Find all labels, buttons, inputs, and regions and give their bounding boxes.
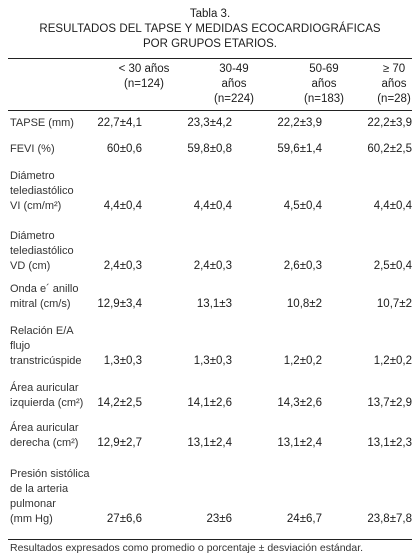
table-cell: 13,7±2,9 — [367, 397, 412, 409]
header-rule — [8, 110, 412, 111]
table-cell: 4,5±0,4 — [283, 200, 322, 212]
table-cell: 13,1±2,4 — [187, 437, 232, 449]
table-cell: 60±0,6 — [106, 143, 142, 155]
table-cell: 60,2±2,5 — [367, 143, 412, 155]
column-header-30-49: 30-49 años (n=224) — [214, 63, 254, 105]
table-cell: 1,2±0,2 — [283, 355, 322, 367]
table-cell: 13,1±2,4 — [277, 437, 322, 449]
table-cell: 4,4±0,4 — [103, 200, 142, 212]
table-cell: 27±6,6 — [106, 513, 142, 525]
column-header-under-30: < 30 años (n=124) — [118, 63, 170, 90]
table-cell: 12,9±3,4 — [97, 298, 142, 310]
table-cell: 2,4±0,3 — [193, 260, 232, 272]
bottom-rule — [8, 539, 412, 540]
row-label-left-atrial-area: Área auricular izquierda (cm²) — [10, 382, 84, 409]
top-rule — [8, 58, 412, 59]
table-cell: 23±6 — [206, 513, 233, 525]
table-cell: 24±6,7 — [286, 513, 322, 525]
table-cell: 14,2±2,5 — [97, 397, 142, 409]
column-header-70-plus: ≥ 70 años (n=28) — [377, 63, 411, 105]
table-cell: 10,8±2 — [286, 298, 322, 310]
row-label-ea-ratio: Relación E/A flujo transtricúspide — [10, 325, 82, 367]
table-cell: 23,3±4,2 — [187, 117, 232, 129]
table-cell: 1,2±0,2 — [373, 355, 412, 367]
row-label-fevi: FEVI (%) — [10, 143, 55, 155]
column-header-50-69: 50-69 años (n=183) — [304, 63, 344, 105]
table-cell: 2,6±0,3 — [283, 260, 322, 272]
table-cell: 12,9±2,7 — [97, 437, 142, 449]
table-cell: 14,1±2,6 — [187, 397, 232, 409]
table-cell: 22,7±4,1 — [97, 117, 142, 129]
table-cell: 14,3±2,6 — [277, 397, 322, 409]
table-cell: 59,8±0,8 — [187, 143, 232, 155]
table-title-line2: POR GRUPOS ETARIOS. — [143, 38, 277, 50]
table-cell: 4,4±0,4 — [373, 200, 412, 212]
row-label-right-atrial-area: Área auricular derecha (cm²) — [10, 422, 79, 449]
row-label-mitral-e-wave: Onda e´ anillo mitral (cm/s) — [10, 283, 79, 310]
row-label-diameter-vd: Diámetro telediastólico VD (cm) — [10, 230, 74, 272]
table-number: Tabla 3. — [189, 8, 231, 20]
table-cell: 13,1±3 — [196, 298, 232, 310]
table-cell: 2,5±0,4 — [373, 260, 412, 272]
table-cell: 1,3±0,3 — [193, 355, 232, 367]
table-cell: 4,4±0,4 — [193, 200, 232, 212]
table-cell: 13,1±2,3 — [367, 437, 412, 449]
row-label-pulmonary-pressure: Presión sistólica de la arteria pulmonar… — [10, 468, 90, 525]
table-cell: 23,8±7,8 — [367, 513, 412, 525]
table-cell: 2,4±0,3 — [103, 260, 142, 272]
row-label-diameter-vi: Diámetro telediastólico VI (cm/m²) — [10, 170, 74, 212]
table-title: RESULTADOS DEL TAPSE Y MEDIDAS ECOCARDIO… — [39, 23, 381, 35]
row-label-tapse: TAPSE (mm) — [10, 117, 74, 129]
table-cell: 1,3±0,3 — [103, 355, 142, 367]
table-cell: 59,6±1,4 — [277, 143, 322, 155]
table-cell: 22,2±3,9 — [277, 117, 322, 129]
table-cell: 22,2±3,9 — [367, 117, 412, 129]
table-footnote: Resultados expresados como promedio o po… — [10, 542, 364, 554]
table-cell: 10,7±2 — [376, 298, 412, 310]
